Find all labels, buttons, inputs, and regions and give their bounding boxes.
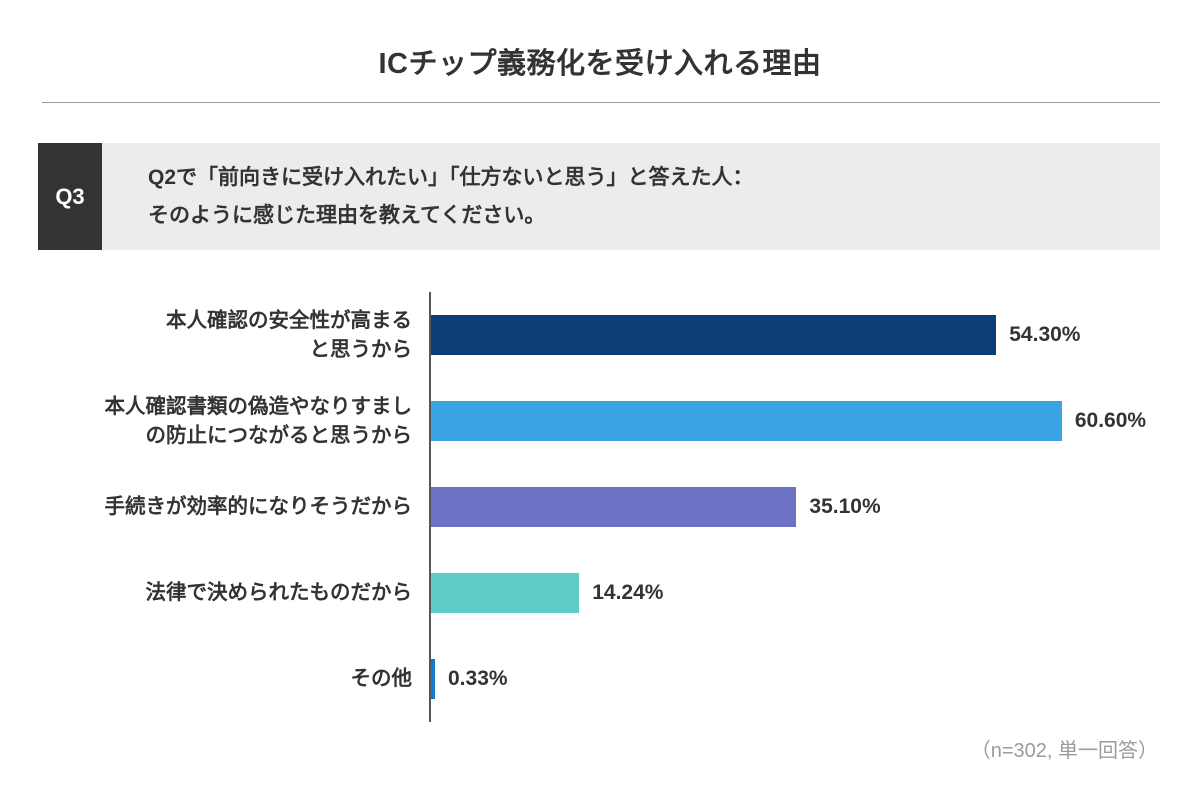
bar-row: 60.60% (431, 378, 1160, 464)
question-text-line1: Q2で「前向きに受け入れたい」「仕方ないと思う」と答えた人： (148, 165, 754, 189)
value-label: 60.60% (1074, 409, 1147, 432)
page-title: ICチップ義務化を受け入れる理由 (378, 48, 822, 80)
bar-row: 35.10% (431, 464, 1160, 550)
plot-area: 54.30% 60.60% 35.10% 14.24% 0.33% (429, 292, 1160, 722)
value-label: 0.33% (448, 667, 508, 690)
bar-row: 14.24% (431, 550, 1160, 636)
category-label: 本人確認書類の偽造やなりすまし の防止につながると思うから (104, 394, 413, 447)
value-label: 54.30% (1009, 323, 1081, 346)
category-label-row: 手続きが効率的になりそうだから (40, 464, 429, 550)
bar (431, 659, 435, 699)
question-section: Q3 Q2で「前向きに受け入れたい」「仕方ないと思う」と答えた人： そのように感… (38, 143, 1160, 250)
category-label-row: 本人確認の安全性が高まる と思うから (40, 292, 429, 378)
value-label: 14.24% (592, 581, 664, 604)
category-labels-column: 本人確認の安全性が高まる と思うから本人確認書類の偽造やなりすまし の防止につながる… (40, 292, 429, 722)
question-badge: Q3 (38, 143, 102, 250)
category-label: 手続きが効率的になりそうだから (104, 495, 413, 519)
category-label: 本人確認の安全性が高まる と思うから (166, 308, 412, 361)
question-body: Q2で「前向きに受け入れたい」「仕方ないと思う」と答えた人： そのように感じた理… (102, 143, 1160, 250)
category-label-row: その他 (40, 636, 429, 722)
category-label: その他 (350, 667, 413, 691)
bar-row: 0.33% (431, 636, 1160, 722)
bar (431, 401, 1062, 441)
category-label-row: 本人確認書類の偽造やなりすまし の防止につながると思うから (40, 378, 429, 464)
bar-chart: 本人確認の安全性が高まる と思うから本人確認書類の偽造やなりすまし の防止につながる… (40, 292, 1160, 722)
value-label: 35.10% (809, 495, 881, 518)
bar (431, 315, 997, 355)
question-text-line2: そのように感じた理由を教えてください。 (148, 203, 546, 227)
bar-row: 54.30% (431, 292, 1160, 378)
bar (431, 573, 580, 613)
category-label-row: 法律で決められたものだから (40, 550, 429, 636)
category-label: 法律で決められたものだから (145, 581, 413, 605)
bar (431, 487, 797, 527)
title-divider (42, 102, 1160, 103)
sample-size-footnote: （n=302, 単一回答） (970, 740, 1158, 762)
